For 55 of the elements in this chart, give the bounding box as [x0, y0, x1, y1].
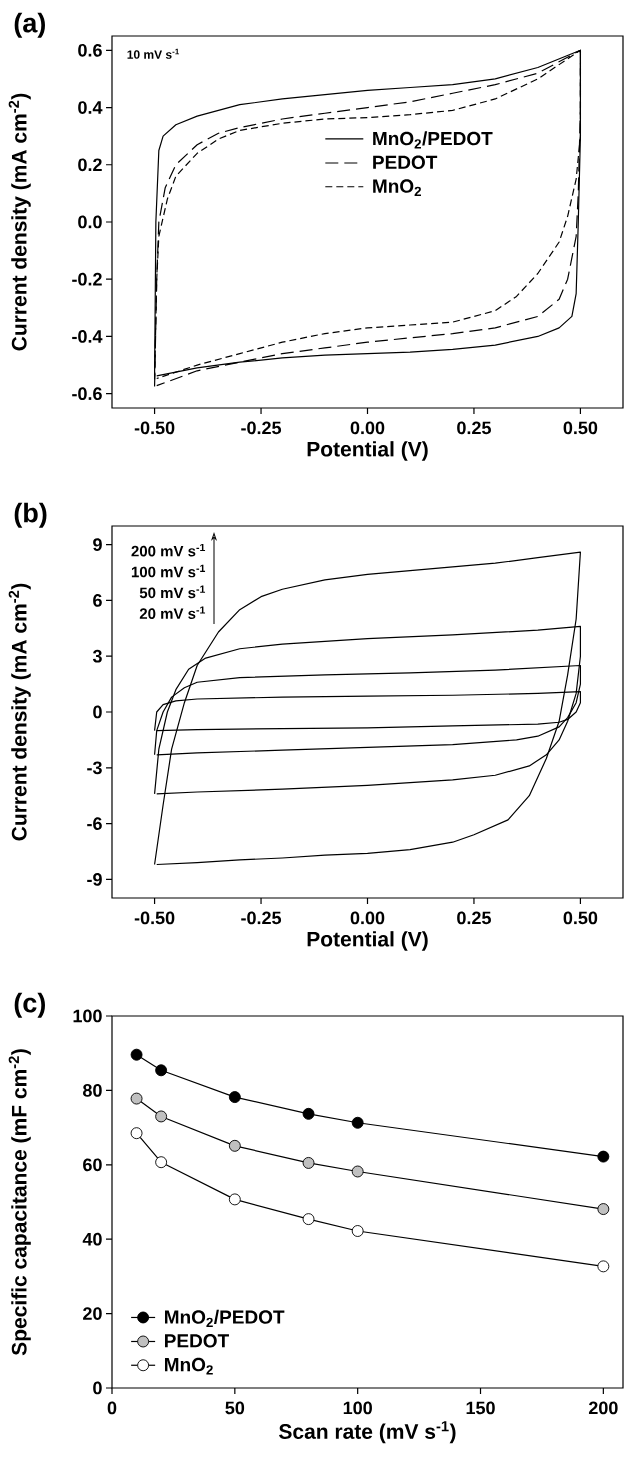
x-tick-label: -0.50	[134, 421, 175, 435]
legend-label: MnO$_{2}$/PEDOT	[373, 131, 493, 149]
y-tick-label: 0.2	[78, 158, 102, 172]
annotation: 50 mV s$^{-1}$	[139, 585, 206, 599]
y-tick-label: 6	[93, 594, 102, 607]
y-tick-label: 0	[93, 705, 102, 719]
y-axis-title: Specific capacitance (mF cm$^{-2}$)	[8, 1049, 31, 1356]
y-tick-label: 80	[83, 1084, 102, 1097]
x-tick-label: 0	[107, 1401, 117, 1415]
y-tick-label: 9	[93, 538, 102, 551]
y-tick-label: -9	[87, 873, 102, 886]
x-tick-label: 0.00	[350, 911, 385, 925]
annotation: 10 mV s$^{-1}$	[127, 48, 180, 59]
x-axis-title: Potential (V)	[307, 931, 428, 951]
chart-title: (c)	[14, 992, 45, 1018]
x-tick-label: -0.25	[241, 911, 282, 925]
annotation: 100 mV s$^{-1}$	[131, 564, 206, 578]
legend-label: PEDOT	[373, 155, 438, 170]
x-tick-label: 0.50	[563, 421, 598, 435]
x-tick-label: 0.25	[457, 911, 491, 925]
x-axis-title: Potential (V)	[307, 441, 428, 461]
y-tick-label: -3	[87, 761, 102, 775]
y-tick-label: -0.6	[72, 387, 102, 401]
legend-label: PEDOT	[165, 1334, 229, 1348]
x-tick-label: 200	[588, 1401, 618, 1415]
x-tick-label: -0.50	[134, 911, 175, 925]
chart-title: (b)	[14, 502, 47, 528]
y-tick-label: -0.4	[72, 330, 103, 343]
y-tick-label: 0.4	[78, 101, 103, 114]
y-tick-label: -6	[87, 817, 102, 830]
y-tick-label: 0	[93, 1381, 102, 1395]
y-tick-label: 20	[83, 1307, 102, 1320]
x-tick-label: -0.25	[241, 421, 282, 435]
annotation: 200 mV s$^{-1}$	[131, 543, 206, 557]
y-tick-label: 100	[73, 1009, 102, 1023]
x-tick-label: 0.50	[563, 911, 598, 925]
x-tick-label: 100	[343, 1401, 372, 1415]
x-tick-label: 0.25	[457, 421, 491, 435]
y-tick-label: 3	[92, 649, 102, 663]
annotation: 20 mV s$^{-1}$	[139, 606, 206, 619]
legend-label: MnO$_{2}$/PEDOT	[165, 1309, 285, 1327]
x-axis-title: Scan rate (mV s$^{-1}$)	[279, 1421, 456, 1444]
y-tick-label: -0.2	[72, 272, 102, 286]
y-tick-label: 60	[83, 1158, 102, 1172]
y-tick-label: 0.6	[78, 43, 102, 57]
y-tick-label: 0.0	[78, 215, 102, 229]
x-tick-label: 0.00	[350, 421, 385, 435]
x-tick-label: 150	[466, 1401, 495, 1415]
y-axis-title: Current density (mA cm$^{-2}$)	[8, 583, 31, 841]
legend-label: MnO$_{2}$	[373, 179, 421, 196]
y-axis-title: Current density (mA cm$^{-2}$)	[8, 93, 31, 351]
y-tick-label: 40	[82, 1232, 102, 1246]
x-tick-label: 50	[225, 1401, 245, 1415]
legend-label: MnO$_{2}$	[165, 1357, 213, 1375]
chart-title: (a)	[14, 12, 45, 38]
